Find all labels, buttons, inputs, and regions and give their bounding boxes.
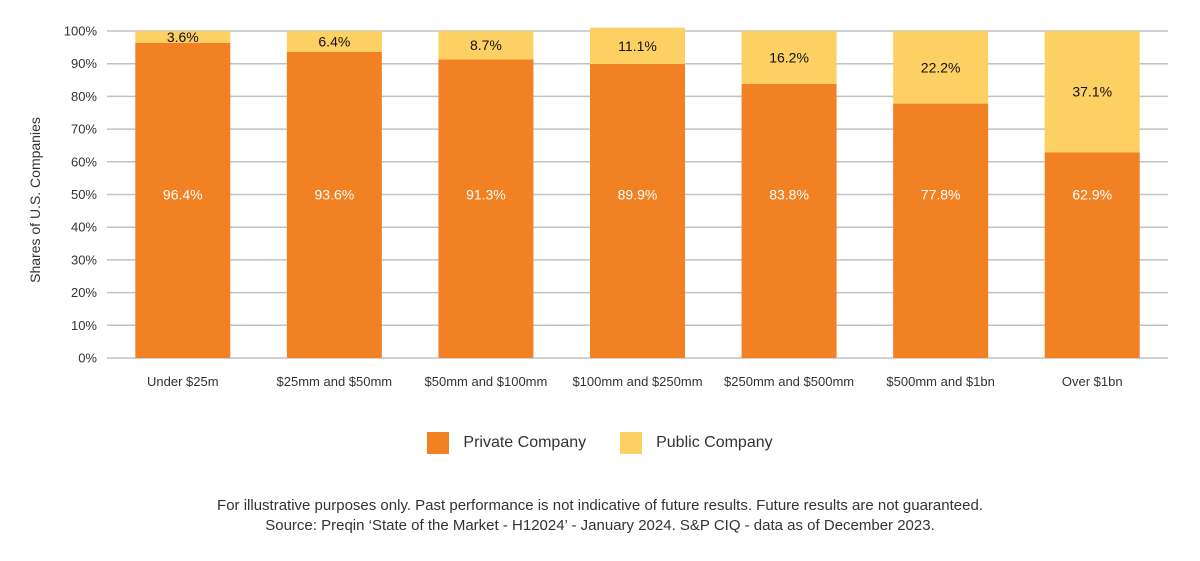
bar-private: [893, 103, 989, 359]
bar-private: [1044, 152, 1140, 358]
x-tick-label: $50mm and $100mm: [425, 374, 548, 389]
x-tick-label: Over $1bn: [1062, 374, 1123, 389]
bars: [135, 27, 1140, 359]
data-label-private: 93.6%: [315, 187, 355, 203]
legend-swatch-public: [620, 432, 643, 454]
x-tick-label: $250mm and $500mm: [724, 374, 854, 389]
y-tick-label: 100%: [64, 24, 98, 39]
y-tick-label: 80%: [71, 89, 97, 104]
bar-private: [286, 51, 382, 358]
y-tick-label: 70%: [71, 122, 97, 137]
data-label-private: 77.8%: [921, 187, 961, 203]
y-tick-label: 10%: [71, 318, 97, 333]
legend: Private Company Public Company: [0, 432, 1200, 454]
stacked-bar-chart: 0% 10% 20% 30% 40% 50% 60% 70% 80% 90% 100% 96.4% 3…: [27, 24, 1168, 389]
x-tick-label: $25mm and $50mm: [277, 374, 393, 389]
bar-private: [741, 83, 837, 358]
y-axis-title: Shares of U.S. Companies: [27, 117, 43, 283]
y-tick-label: 90%: [71, 56, 97, 71]
data-label-private: 91.3%: [466, 187, 506, 203]
data-label-private: 89.9%: [618, 187, 658, 203]
data-label-public: 16.2%: [769, 49, 809, 65]
x-tick-label: $500mm and $1bn: [886, 374, 994, 389]
bar-public: [590, 27, 685, 65]
bar-private: [135, 42, 231, 358]
bar-private: [438, 59, 534, 358]
y-axis-ticks: 0% 10% 20% 30% 40% 50% 60% 70% 80% 90% 100%: [64, 24, 98, 366]
bar-public: [893, 31, 989, 104]
legend-swatch-private: [427, 432, 450, 454]
footnote-disclaimer: For illustrative purposes only. Past per…: [217, 497, 983, 514]
data-label-public: 11.1%: [618, 38, 657, 54]
y-tick-label: 50%: [71, 187, 97, 202]
data-label-public: 6.4%: [318, 33, 350, 49]
data-label-public: 3.6%: [167, 29, 199, 45]
bar-public: [286, 31, 382, 52]
footnote-source: Source: Preqin ‘State of the Market - H1…: [265, 517, 935, 534]
bar-public: [135, 31, 231, 43]
y-tick-label: 20%: [71, 285, 97, 300]
bar-public: [438, 31, 534, 60]
bar-public: [1044, 31, 1140, 153]
y-tick-label: 40%: [71, 220, 97, 235]
y-tick-label: 30%: [71, 252, 97, 267]
data-label-private: 83.8%: [769, 187, 809, 203]
x-axis-ticks: Under $25m $25mm and $50mm $50mm and $100m…: [147, 374, 1123, 389]
y-tick-label: 0%: [78, 351, 97, 366]
legend-item-public: Public Company: [620, 432, 773, 454]
data-label-private: 62.9%: [1072, 187, 1112, 203]
legend-label-public: Public Company: [656, 434, 773, 451]
y-tick-label: 60%: [71, 154, 97, 169]
data-label-public: 37.1%: [1072, 84, 1112, 100]
bar-public: [741, 31, 837, 84]
data-labels: 96.4% 3.6% 93.6% 6.4% 91.3% 8.7% 89.9% 11.1% 83.…: [163, 29, 1112, 203]
legend-label-private: Private Company: [463, 434, 587, 451]
x-tick-label: Under $25m: [147, 374, 219, 389]
data-label-public: 8.7%: [470, 37, 502, 53]
x-tick-label: $100mm and $250mm: [572, 374, 702, 389]
data-label-public: 22.2%: [921, 59, 961, 75]
bar-private: [590, 64, 685, 358]
data-label-private: 96.4%: [163, 187, 203, 203]
legend-item-private: Private Company: [427, 432, 586, 454]
